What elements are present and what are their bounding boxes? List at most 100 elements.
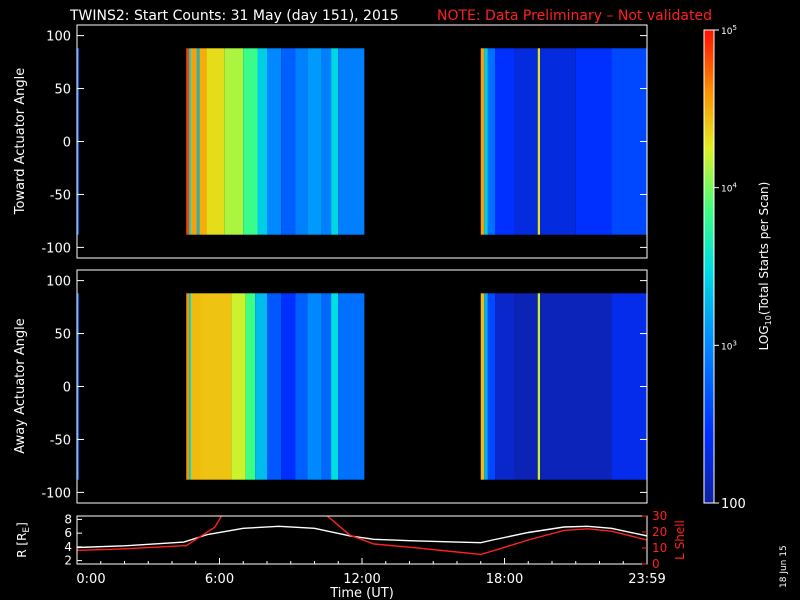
away-ytick-label-0: 100 [46,275,71,290]
r-distance-line [77,525,647,549]
away-column-17 [487,293,495,480]
toward-column-10 [267,48,282,235]
toward-column-6 [206,48,225,235]
colorbar-label-post: (Total Starts per Scan) [757,182,771,316]
r-tick-label-2: 4 [64,540,72,554]
colorbar-label-sub: 10 [764,315,773,325]
away-column-5 [231,293,246,480]
r-label-tail: ] [15,522,29,527]
away-column-21 [540,293,612,480]
toward-column-19 [487,48,495,235]
toward-ytick-label-3: -50 [50,188,71,203]
colorbar-label-pre: LOG [757,325,771,350]
toward-column-13 [307,48,322,235]
away-ylabel: Away Actuator Angle [13,318,28,453]
away-column-11 [307,293,322,480]
colorbar-gradient [704,30,714,503]
time-axis-ticks: 0:00 6:00 12:00 18:00 23:59 [76,558,666,587]
toward-heatmap [77,48,647,235]
away-ytick-label-4: -100 [41,486,71,501]
time-axis-label: Time (UT) [329,586,394,600]
toward-column-12 [295,48,308,235]
lshell-tick-label-0: 30 [652,509,667,523]
lshell-tick-label-1: 20 [652,525,667,539]
away-column-13 [331,293,339,480]
away-angle-panel: 100 50 0 -50 -100 Away Actuator Angle [13,269,648,504]
away-ytick-label-3: -50 [50,433,71,448]
colorbar-tick-label-0: 105 [721,24,737,37]
lshell-tick-label-2: 10 [652,541,667,555]
away-column-19 [514,293,538,480]
toward-ytick-label-4: -100 [41,241,71,256]
toward-column-20 [495,48,514,235]
away-column-2 [189,293,191,480]
time-tick-label-2: 12:00 [343,572,380,587]
colorbar-tick-exp-0: 5 [732,24,736,32]
away-column-20 [537,293,541,480]
lshell-axis-label: L Shell [673,520,687,560]
away-column-7 [255,293,267,480]
colorbar-label: LOG10(Total Starts per Scan) [757,182,773,351]
toward-column-5 [199,48,207,235]
toward-column-8 [243,48,258,235]
toward-ytick-label-2: 0 [63,136,71,151]
colorbar-tick-base-1: 10 [721,185,733,195]
ephemeris-lines [77,516,647,556]
toward-ylabel: Toward Actuator Angle [13,68,28,215]
toward-column-14 [321,48,332,235]
away-y-ticks: 100 50 0 -50 -100 [41,275,647,501]
toward-column-21 [514,48,538,235]
toward-column-18 [484,48,488,235]
date-stamp: 18 Jun 15 [779,545,789,588]
toward-column-23 [540,48,576,235]
toward-column-9 [257,48,267,235]
time-tick-label-1: 6:00 [205,572,234,587]
colorbar-tick-label-1: 104 [721,182,737,195]
toward-ytick-label-1: 50 [54,83,71,98]
away-column-6 [245,293,256,480]
toward-column-4 [196,48,200,235]
away-column-8 [267,293,282,480]
away-heatmap [77,293,647,480]
colorbar-tick-label-3: 100 [721,497,746,512]
away-column-15 [480,293,485,480]
toward-column-24 [575,48,612,235]
away-column-4 [200,293,232,480]
away-column-16 [484,293,488,480]
away-ytick-label-2: 0 [63,381,71,396]
away-column-1 [186,293,190,480]
r-label-main: R [R [15,533,29,558]
toward-column-11 [281,48,296,235]
away-column-9 [281,293,296,480]
colorbar-tick-label-2: 103 [721,339,737,352]
colorbar-tick-exp-1: 4 [732,182,737,190]
toward-column-3 [191,48,197,235]
r-tick-label-0: 8 [64,512,72,526]
colorbar-tick-base-2: 10 [721,342,733,352]
lshell-line [77,516,647,556]
time-tick-label-3: 18:00 [486,572,523,587]
away-column-10 [295,293,308,480]
toward-column-2 [189,48,191,235]
time-tick-label-0: 0:00 [76,572,105,587]
lshell-tick-label-3: 0 [652,557,660,571]
toward-ytick-label-0: 100 [46,30,71,45]
r-tick-label-1: 6 [64,526,72,540]
toward-y-ticks: 100 50 0 -50 -100 [41,30,647,256]
colorbar-frame [703,29,715,504]
preliminary-note: NOTE: Data Preliminary – Not validated [437,8,712,24]
r-label-sub: E [22,527,32,533]
toward-column-16 [338,48,365,235]
away-column-14 [338,293,365,480]
toward-column-22 [537,48,541,235]
toward-column-17 [480,48,485,235]
plot-title: TWINS2: Start Counts: 31 May (day 151), … [69,8,399,24]
time-tick-label-4: 23:59 [628,572,665,587]
toward-column-1 [186,48,190,235]
away-column-18 [495,293,514,480]
